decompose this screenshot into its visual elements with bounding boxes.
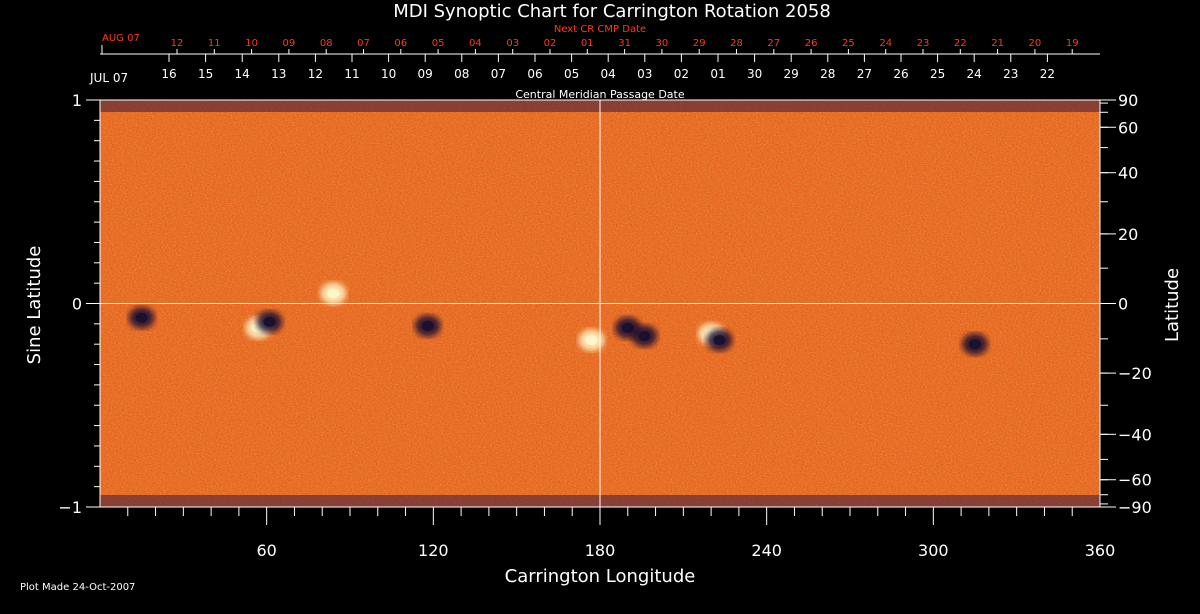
- y-right-tick-label: −60: [1118, 471, 1152, 490]
- next-cr-cmp-date-label: Next CR CMP Date: [554, 24, 646, 35]
- x-axis-title: Carrington Longitude: [505, 566, 696, 587]
- y-right-tick-label: 90: [1118, 91, 1138, 110]
- y-right-tick-label: 20: [1118, 225, 1138, 244]
- active-region-core-positive: [327, 288, 340, 299]
- cmp-tick-label: 28: [820, 67, 835, 81]
- cmp-tick-label: 02: [674, 67, 689, 81]
- x-tick-label: 300: [918, 541, 949, 560]
- x-tick-label: 180: [585, 541, 616, 560]
- next-cr-tick-label: 07: [357, 38, 370, 49]
- next-cr-tick-label: 22: [954, 38, 967, 49]
- next-cr-tick-label: 01: [581, 38, 594, 49]
- cmp-tick-label: 03: [637, 67, 652, 81]
- plot-made-date: Plot Made 24-Oct-2007: [20, 582, 135, 593]
- active-regions: [128, 282, 988, 356]
- next-cr-tick-label: 29: [693, 38, 706, 49]
- y-axis-title-left: Sine Latitude: [24, 246, 45, 365]
- next-cr-tick-label: 12: [171, 38, 184, 49]
- next-cr-tick-label: 24: [879, 38, 892, 49]
- cmp-tick-label: 12: [308, 67, 323, 81]
- plot-axes: 60 120 180 240 300 360 −1 0 1 90 60 40 20 0 −20 −40 −60 −…: [58, 91, 1151, 560]
- cmp-tick-label: 08: [454, 67, 469, 81]
- cmp-tick-label: 27: [857, 67, 872, 81]
- cmp-tick-label: 29: [784, 67, 799, 81]
- x-tick-label: 120: [418, 541, 449, 560]
- cmp-tick-label: 11: [344, 67, 359, 81]
- cmp-tick-label: 22: [1040, 67, 1055, 81]
- next-cr-tick-label: 20: [1029, 38, 1042, 49]
- next-cr-tick-label: 09: [283, 38, 296, 49]
- cmp-tick-label: 15: [198, 67, 213, 81]
- next-cr-tick-label: 23: [917, 38, 930, 49]
- cmp-tick-label: 14: [235, 67, 250, 81]
- y-axis-title-right: Latitude: [1162, 268, 1183, 342]
- cmp-tick-label: 04: [601, 67, 616, 81]
- next-cr-tick-label: 03: [506, 38, 519, 49]
- active-region-core-negative: [638, 331, 651, 342]
- next-cr-tick-label: 04: [469, 38, 482, 49]
- next-cr-tick-label: 08: [320, 38, 333, 49]
- active-region-core-negative: [263, 316, 276, 327]
- next-cr-tick-label: 31: [618, 38, 631, 49]
- y-right-tick-label: −90: [1118, 498, 1152, 517]
- y-right-tick-label: 0: [1118, 295, 1128, 314]
- cmp-date-axis: JUL 07 Central Meridian Passage Date 16 1…: [89, 54, 1055, 101]
- cmp-tick-label: 13: [271, 67, 286, 81]
- cmp-tick-label: 05: [564, 67, 579, 81]
- active-region-core-negative: [713, 335, 726, 346]
- cmp-tick-label: 01: [710, 67, 725, 81]
- next-cr-tick-label: 19: [1066, 38, 1079, 49]
- chart-title: MDI Synoptic Chart for Carrington Rotati…: [393, 1, 831, 22]
- next-cr-tick-label: 11: [208, 38, 221, 49]
- y-right-tick-label: 40: [1118, 164, 1138, 183]
- y-left-tick-label: 1: [72, 91, 82, 110]
- next-cr-tick-label: 10: [245, 38, 258, 49]
- y-right-tick-label: −20: [1118, 364, 1152, 383]
- cmp-tick-label: 16: [161, 67, 176, 81]
- cmp-tick-label: 06: [527, 67, 542, 81]
- cmp-tick-label: 10: [381, 67, 396, 81]
- next-cr-cmp-date-axis: Next CR CMP Date AUG 07 12 11 10 09 08 07 06 05…: [100, 24, 1100, 55]
- cmp-tick-label: 23: [1003, 67, 1018, 81]
- cmp-start-label: JUL 07: [89, 71, 128, 85]
- next-cr-tick-label: 25: [842, 38, 855, 49]
- cmp-tick-label: 30: [747, 67, 762, 81]
- y-left-tick-label: 0: [72, 295, 82, 314]
- cmp-tick-label: 25: [930, 67, 945, 81]
- next-cr-tick-label: 28: [730, 38, 743, 49]
- cmp-tick-label: 26: [893, 67, 908, 81]
- cmp-tick-label: 09: [418, 67, 433, 81]
- active-region-core-positive: [585, 335, 598, 346]
- active-region-core-negative: [135, 312, 148, 323]
- active-region-core-negative: [621, 322, 634, 333]
- next-cr-tick-label: 30: [656, 38, 669, 49]
- y-left-tick-label: −1: [58, 498, 82, 517]
- cmp-tick-label: 07: [491, 67, 506, 81]
- y-right-tick-label: 60: [1118, 118, 1138, 137]
- active-region-core-negative: [969, 339, 981, 350]
- next-cr-tick-label: 27: [767, 38, 780, 49]
- x-tick-label: 360: [1085, 541, 1116, 560]
- next-cr-tick-label: 21: [991, 38, 1004, 49]
- next-cr-tick-label: 06: [394, 38, 407, 49]
- cmp-tick-label: 24: [967, 67, 982, 81]
- next-cr-tick-label: 05: [432, 38, 445, 49]
- next-cr-tick-label: 26: [805, 38, 818, 49]
- cmp-date-label: Central Meridian Passage Date: [515, 88, 684, 101]
- x-tick-label: 60: [256, 541, 276, 560]
- next-cr-start-label: AUG 07: [102, 33, 140, 44]
- x-tick-label: 240: [751, 541, 782, 560]
- active-region-core-negative: [421, 320, 434, 331]
- y-right-tick-label: −40: [1118, 425, 1152, 444]
- next-cr-tick-label: 02: [544, 38, 557, 49]
